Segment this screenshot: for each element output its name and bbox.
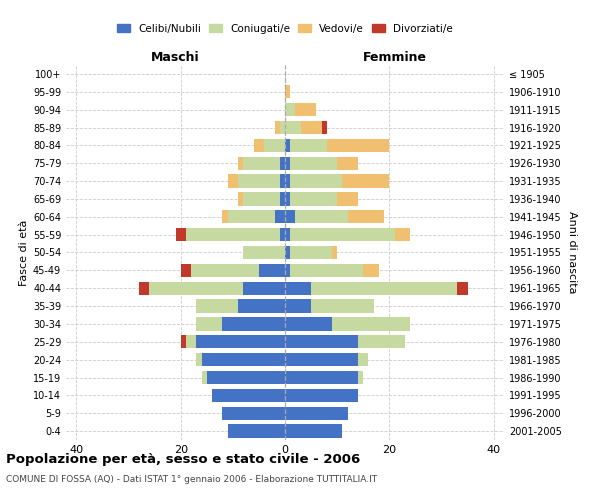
- Bar: [238, 192, 243, 205]
- Bar: [202, 353, 285, 366]
- Text: Maschi: Maschi: [151, 51, 200, 64]
- Bar: [280, 228, 285, 241]
- Bar: [280, 192, 285, 205]
- Bar: [358, 371, 363, 384]
- Bar: [285, 192, 290, 205]
- Text: COMUNE DI FOSSA (AQ) - Dati ISTAT 1° gennaio 2006 - Elaborazione TUTTITALIA.IT: COMUNE DI FOSSA (AQ) - Dati ISTAT 1° gen…: [6, 475, 377, 484]
- Y-axis label: Fasce di età: Fasce di età: [19, 220, 29, 286]
- Bar: [285, 138, 290, 152]
- Bar: [290, 192, 337, 205]
- Bar: [212, 388, 285, 402]
- Bar: [207, 371, 285, 384]
- Bar: [139, 282, 149, 295]
- Bar: [280, 156, 285, 170]
- Bar: [176, 228, 186, 241]
- Bar: [238, 156, 243, 170]
- Bar: [285, 317, 332, 330]
- Bar: [223, 406, 285, 420]
- Bar: [196, 317, 223, 330]
- Bar: [337, 192, 358, 205]
- Bar: [290, 246, 332, 259]
- Bar: [358, 335, 405, 348]
- Bar: [181, 335, 186, 348]
- Bar: [243, 192, 280, 205]
- Bar: [285, 246, 290, 259]
- Bar: [363, 264, 379, 277]
- Bar: [259, 264, 285, 277]
- Bar: [238, 300, 285, 313]
- Bar: [337, 156, 358, 170]
- Text: Popolazione per età, sesso e stato civile - 2006: Popolazione per età, sesso e stato civil…: [6, 452, 360, 466]
- Bar: [243, 282, 285, 295]
- Bar: [322, 121, 327, 134]
- Bar: [457, 282, 467, 295]
- Bar: [285, 103, 295, 117]
- Bar: [254, 138, 264, 152]
- Bar: [238, 174, 280, 188]
- Bar: [311, 300, 374, 313]
- Y-axis label: Anni di nascita: Anni di nascita: [567, 211, 577, 294]
- Bar: [285, 156, 290, 170]
- Bar: [285, 264, 290, 277]
- Bar: [280, 121, 285, 134]
- Bar: [311, 282, 457, 295]
- Bar: [223, 317, 285, 330]
- Bar: [285, 300, 311, 313]
- Bar: [196, 335, 285, 348]
- Bar: [332, 317, 410, 330]
- Bar: [275, 210, 285, 224]
- Bar: [332, 246, 337, 259]
- Bar: [285, 121, 301, 134]
- Legend: Celibi/Nubili, Coniugati/e, Vedovi/e, Divorziati/e: Celibi/Nubili, Coniugati/e, Vedovi/e, Di…: [115, 22, 455, 36]
- Bar: [227, 210, 275, 224]
- Bar: [290, 174, 343, 188]
- Bar: [223, 210, 227, 224]
- Bar: [395, 228, 410, 241]
- Bar: [301, 121, 322, 134]
- Bar: [149, 282, 243, 295]
- Bar: [285, 174, 290, 188]
- Bar: [227, 424, 285, 438]
- Bar: [280, 174, 285, 188]
- Bar: [290, 228, 395, 241]
- Bar: [285, 371, 358, 384]
- Bar: [186, 228, 280, 241]
- Bar: [285, 335, 358, 348]
- Bar: [196, 353, 202, 366]
- Bar: [243, 246, 285, 259]
- Bar: [285, 424, 343, 438]
- Bar: [285, 85, 290, 98]
- Bar: [186, 335, 196, 348]
- Bar: [243, 156, 280, 170]
- Bar: [285, 282, 311, 295]
- Bar: [295, 210, 347, 224]
- Bar: [202, 371, 207, 384]
- Bar: [285, 353, 358, 366]
- Bar: [285, 228, 290, 241]
- Bar: [196, 300, 238, 313]
- Bar: [191, 264, 259, 277]
- Bar: [290, 156, 337, 170]
- Bar: [347, 210, 384, 224]
- Bar: [285, 388, 358, 402]
- Bar: [343, 174, 389, 188]
- Bar: [227, 174, 238, 188]
- Bar: [358, 353, 368, 366]
- Bar: [264, 138, 285, 152]
- Bar: [290, 264, 363, 277]
- Text: Femmine: Femmine: [362, 51, 427, 64]
- Bar: [285, 210, 295, 224]
- Bar: [327, 138, 389, 152]
- Bar: [275, 121, 280, 134]
- Bar: [181, 264, 191, 277]
- Bar: [290, 138, 327, 152]
- Bar: [295, 103, 316, 117]
- Bar: [285, 406, 347, 420]
